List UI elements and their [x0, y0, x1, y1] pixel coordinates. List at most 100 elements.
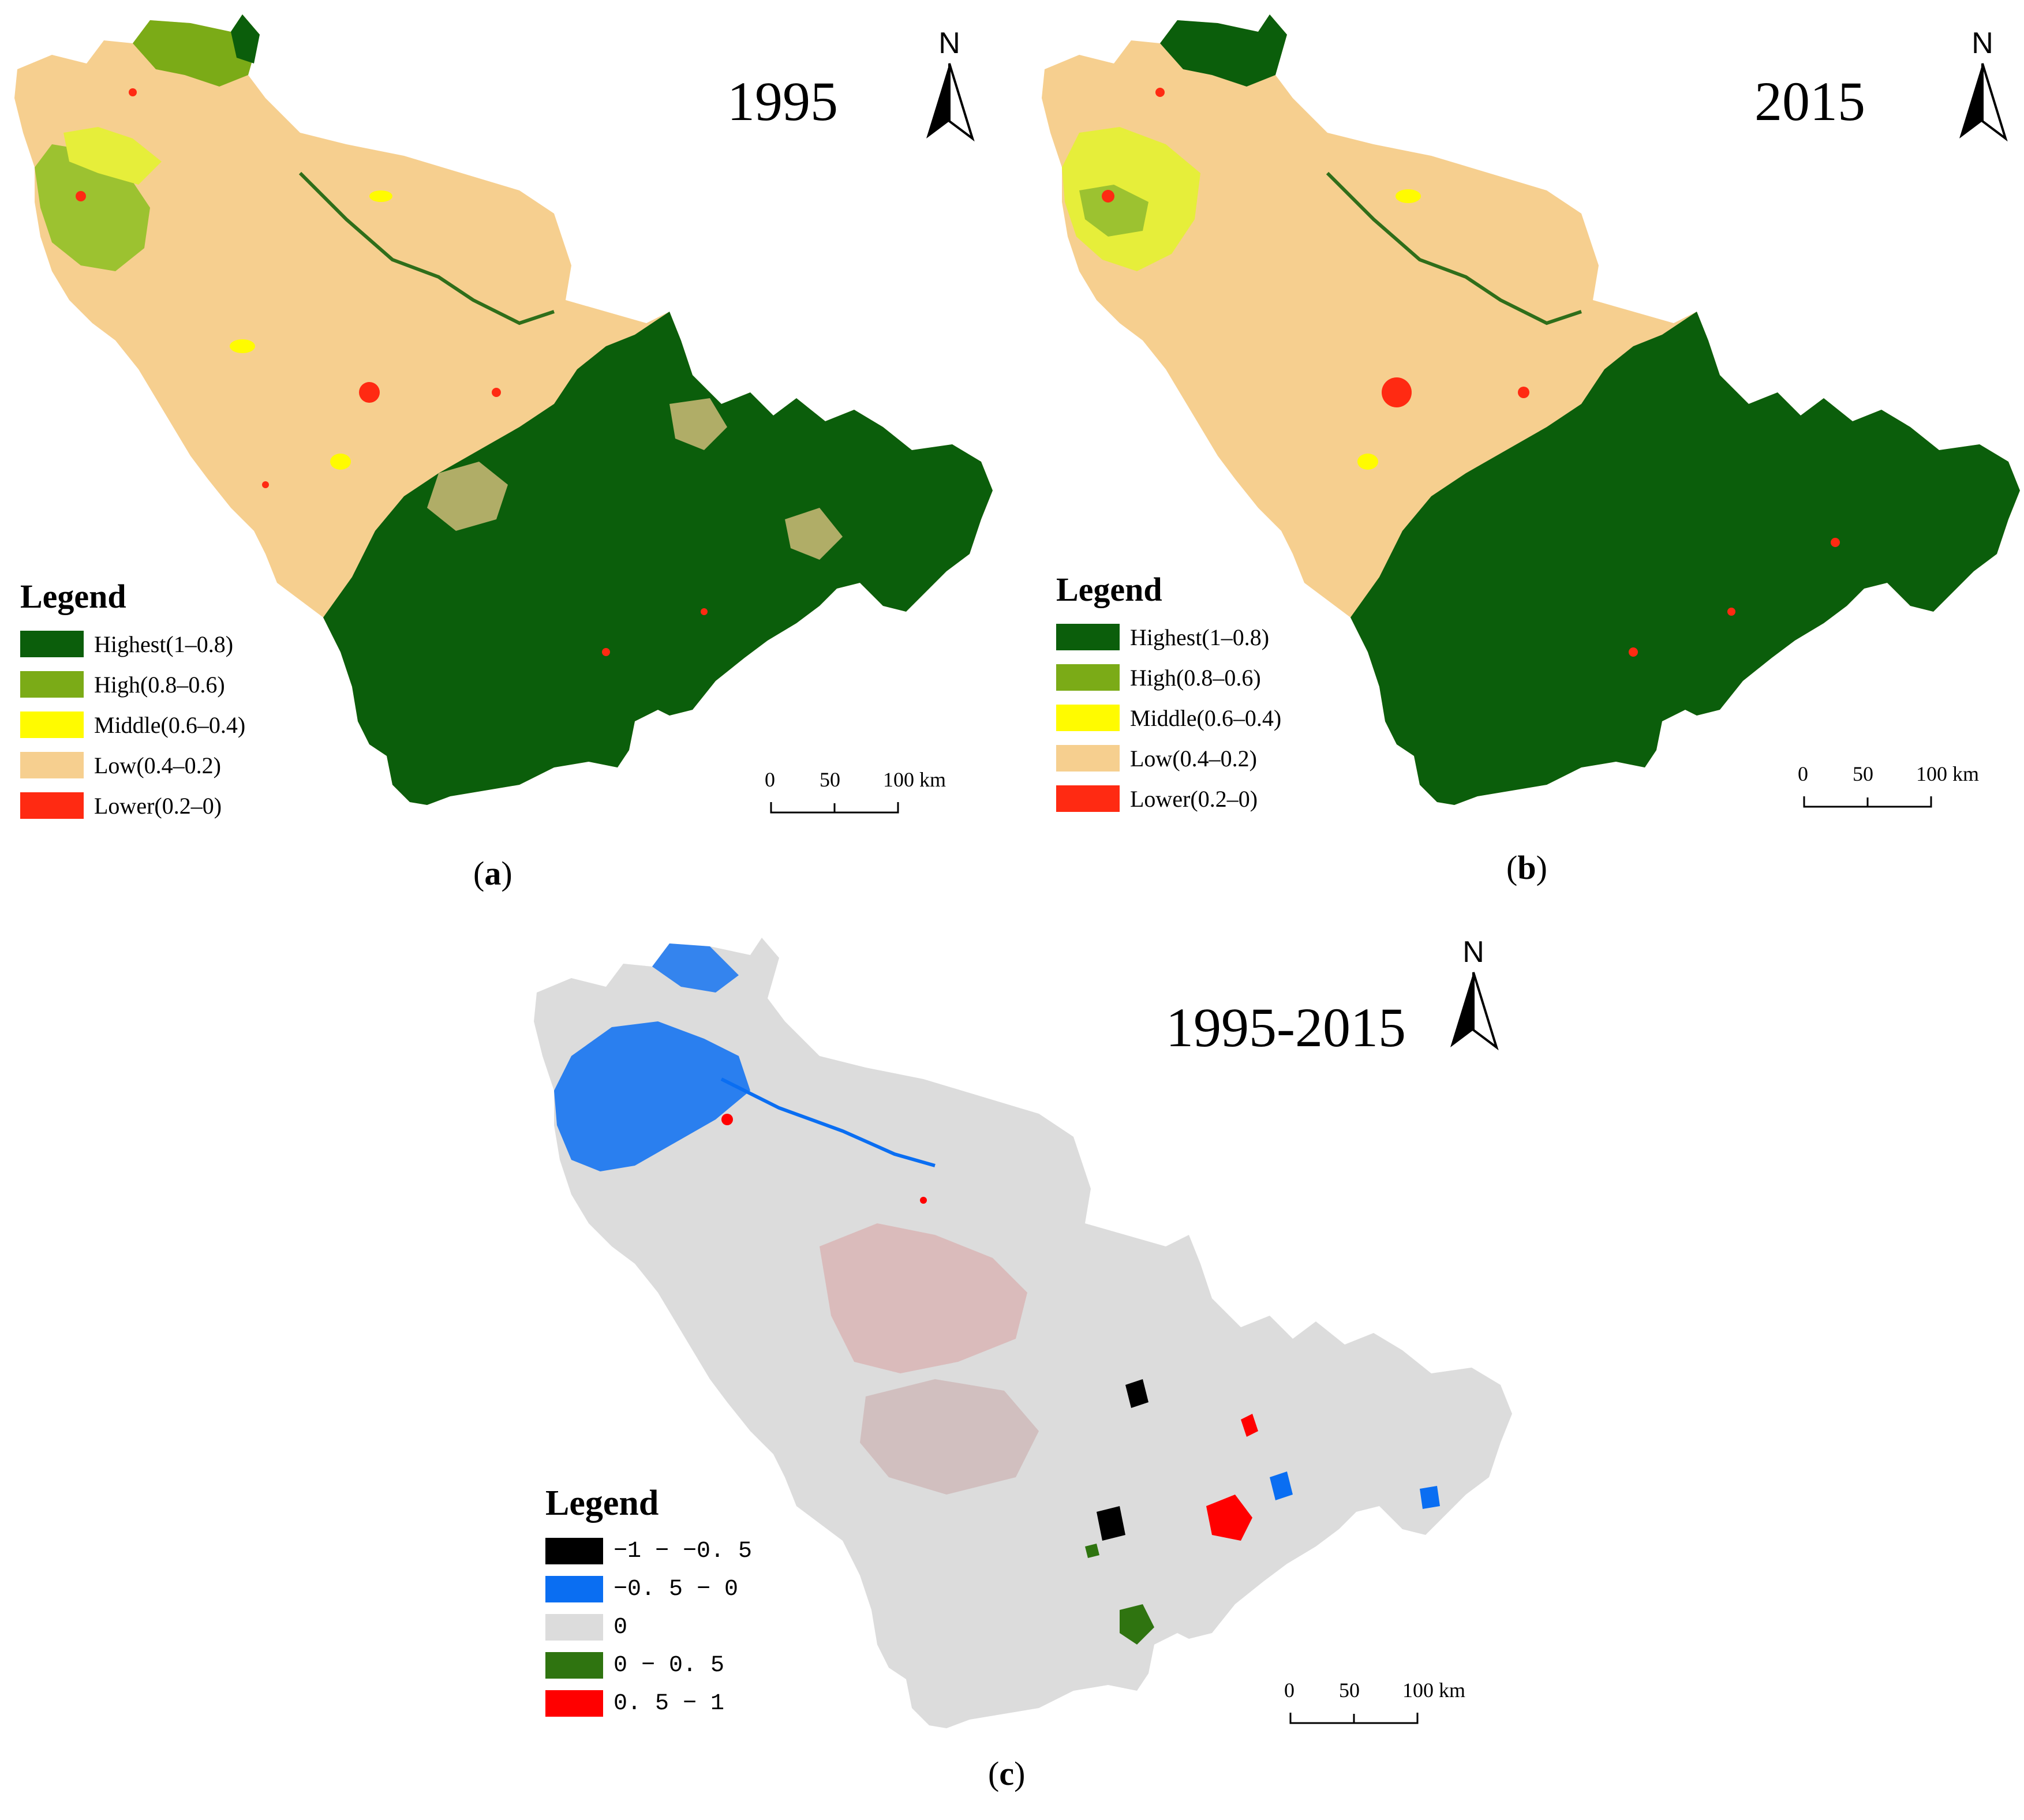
legend-title: Legend	[545, 1484, 659, 1523]
caption-open: (	[988, 1755, 1000, 1792]
caption-close: )	[501, 855, 512, 892]
legend-swatch	[20, 752, 84, 778]
year-label: 2015	[1754, 70, 1865, 132]
map-panel-a: 1995 N Legend Highest(1–0.8) High(0.8–0.…	[0, 0, 1010, 923]
caption-letter: a	[484, 855, 502, 892]
legend-label: Low(0.4–0.2)	[1130, 745, 1257, 772]
legend-swatch	[1056, 785, 1120, 812]
scale-tick-label: 50	[820, 768, 840, 791]
legend-item: Lower(0.2–0)	[1056, 778, 1281, 819]
scale-bar: 0 50 100 km	[762, 767, 946, 814]
forest-north-dark	[231, 14, 260, 63]
legend-label: 0. 5 − 1	[613, 1690, 725, 1717]
panel-caption: (a)	[473, 854, 512, 893]
scale-tick-label: 100 km	[1402, 1679, 1466, 1702]
legend-swatch	[545, 1576, 603, 1602]
legend-label: Lower(0.2–0)	[94, 792, 222, 819]
legend-label: Lower(0.2–0)	[1130, 785, 1258, 812]
legend-item: High(0.8–0.6)	[1056, 657, 1281, 698]
legend-item: Highest(1–0.8)	[20, 624, 245, 664]
black-patch	[1097, 1506, 1125, 1541]
urban-patch	[1831, 538, 1840, 547]
legend-item: Lower(0.2–0)	[20, 785, 245, 826]
legend-label: Middle(0.6–0.4)	[94, 711, 246, 738]
legend-label: −0. 5 − 0	[613, 1576, 739, 1602]
scale-tick-label: 100 km	[1916, 762, 1980, 785]
red-spot	[721, 1114, 733, 1125]
caption-letter: c	[999, 1755, 1015, 1792]
legend-item: 0	[545, 1608, 752, 1646]
increase-green-patch	[1085, 1544, 1099, 1558]
urban-patch	[76, 191, 86, 201]
caption-letter: b	[1517, 849, 1536, 886]
urban-patch	[602, 648, 610, 656]
legend-title: Legend	[1056, 571, 1162, 608]
year-label: 1995-2015	[1166, 997, 1406, 1058]
yellow-patch	[1357, 454, 1378, 470]
legend-item: 0. 5 − 1	[545, 1684, 752, 1722]
caption-close: )	[1536, 849, 1547, 886]
legend-swatch	[20, 711, 84, 738]
legend-item: −0. 5 − 0	[545, 1570, 752, 1608]
urban-patch	[1155, 88, 1165, 97]
north-arrow: N	[1442, 932, 1505, 1053]
legend-item: −1 − −0. 5	[545, 1532, 752, 1570]
forest-zone	[323, 312, 993, 805]
legend-swatch	[20, 671, 84, 698]
north-arrow-icon: N	[1959, 27, 2008, 142]
forest-north	[1160, 14, 1287, 87]
urban-patch	[1102, 190, 1114, 203]
urban-patch	[1518, 387, 1529, 398]
legend-label: −1 − −0. 5	[613, 1538, 753, 1564]
legend-swatch	[545, 1614, 603, 1641]
legend-item: Middle(0.6–0.4)	[20, 705, 245, 745]
yellow-patch	[330, 454, 351, 470]
caption-open: (	[473, 855, 485, 892]
scale-bar-line	[1803, 796, 1932, 808]
year-label: 1995	[727, 70, 838, 132]
legend-swatch	[545, 1652, 603, 1679]
increase-patch-east	[1241, 1414, 1258, 1437]
map-1995	[14, 14, 993, 805]
legend-label: Highest(1–0.8)	[94, 631, 234, 657]
north-arrow-icon: N	[1450, 935, 1499, 1051]
panel-caption: (b)	[1506, 848, 1547, 887]
blue-patch-east	[1420, 1486, 1440, 1509]
urban-patch	[492, 388, 501, 397]
legend-swatch	[1056, 705, 1120, 731]
black-patch	[1125, 1379, 1148, 1408]
legend-item: Highest(1–0.8)	[1056, 617, 1281, 657]
yellow-patch	[230, 339, 255, 353]
urban-patch	[262, 481, 269, 488]
scale-tick-label: 0	[1798, 762, 1808, 785]
legend-swatch	[1056, 664, 1120, 691]
river	[298, 171, 555, 325]
central-light-patches	[427, 398, 843, 560]
scale-bar: 0 50 100 km	[1795, 762, 1979, 808]
legend-swatch	[20, 792, 84, 819]
legend-label: 0	[613, 1614, 628, 1641]
red-spot	[920, 1197, 927, 1204]
legend-item: 0 − 0. 5	[545, 1646, 752, 1684]
increase-green-patch	[1120, 1604, 1154, 1645]
legend-title: Legend	[20, 578, 126, 615]
legend-label: High(0.8–0.6)	[94, 671, 225, 698]
scale-bar: 0 50 100 km	[1281, 1678, 1465, 1724]
urban-patch	[1382, 377, 1412, 407]
legend-item: High(0.8–0.6)	[20, 664, 245, 705]
legend-swatch	[1056, 624, 1120, 650]
north-arrow-icon: N	[926, 27, 975, 142]
panel-caption: (c)	[988, 1754, 1025, 1793]
legend-item: Low(0.4–0.2)	[1056, 738, 1281, 778]
increase-patch-east	[1206, 1495, 1252, 1541]
west-yellow	[63, 127, 162, 185]
river	[1326, 171, 1582, 325]
scale-bar-line	[770, 802, 899, 814]
region-outline	[534, 938, 1512, 1728]
urban-patch	[1727, 608, 1735, 616]
urban-patch	[1629, 647, 1638, 657]
legend-item: Middle(0.6–0.4)	[1056, 698, 1281, 738]
scale-bar-line	[1289, 1713, 1419, 1724]
legend-swatch	[20, 631, 84, 657]
red-speckle-zone	[860, 1379, 1039, 1495]
